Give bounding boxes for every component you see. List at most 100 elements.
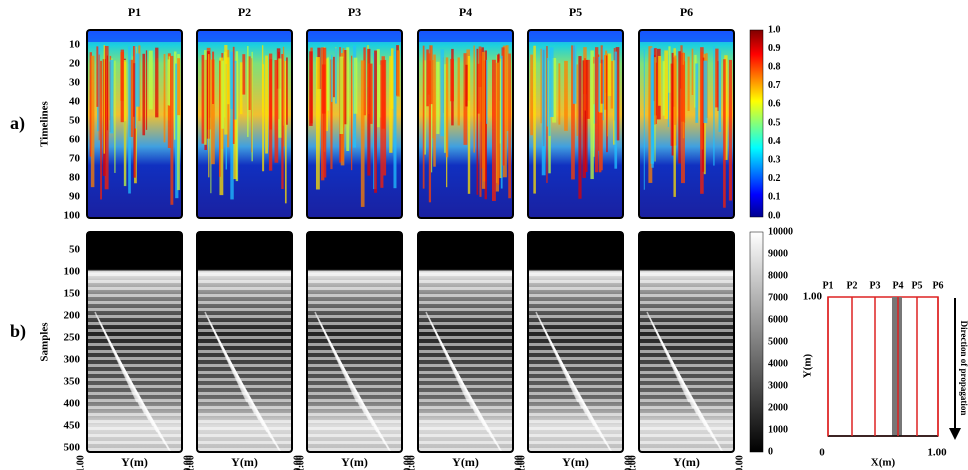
arrow-head [949, 428, 961, 440]
heatmap-streak [233, 63, 237, 180]
heatmap-top [307, 30, 402, 42]
x-axis-label: Y(m) [673, 455, 700, 469]
heatmap-streak [718, 50, 722, 133]
heatmap-streak [327, 57, 330, 111]
heatmap-streak [96, 46, 99, 107]
panel-frame [306, 29, 403, 219]
heatmap-streak [210, 59, 212, 194]
heatmap-streak [219, 60, 221, 177]
x-axis-label: Y(m) [341, 455, 368, 469]
heatmap-streak [715, 48, 719, 108]
heatmap-streak [247, 46, 249, 137]
y-tick-label: 200 [64, 310, 81, 322]
colorbar-tick-label: 7000 [768, 292, 788, 303]
heatmap-streak [230, 51, 234, 200]
heatmap-streak [330, 59, 333, 170]
heatmap-streak [261, 45, 264, 113]
x-axis-label: Y(m) [452, 455, 479, 469]
y-tick-label: 40 [69, 96, 81, 108]
heatmap-streak [598, 56, 601, 112]
heatmap-streak [445, 57, 449, 158]
heatmap-streak [268, 53, 273, 171]
heatmap-streak [643, 49, 645, 190]
heatmap-streak [713, 46, 715, 166]
colorbar-tick-label: 6000 [768, 314, 788, 325]
heatmap-streak [590, 50, 594, 180]
heatmap-streak [90, 55, 95, 188]
heatmap-streak [339, 56, 344, 135]
heatmap-streak [508, 53, 511, 199]
panel-frame [527, 231, 624, 453]
colorbar-tick-label: 0.2 [768, 173, 781, 184]
y-tick-label: 90 [69, 191, 81, 203]
y-tick-label: 150 [64, 288, 81, 300]
heatmap-streak [668, 46, 671, 93]
heatmap-streak [606, 55, 608, 153]
panel-frame [417, 29, 514, 219]
heatmap-streak [226, 57, 230, 105]
x-axis-label: Y(m) [231, 455, 258, 469]
profile-label: P5 [911, 280, 922, 291]
heatmap-streak [502, 45, 507, 178]
heatmap-streak [431, 45, 433, 173]
heatmap-streak [265, 55, 268, 154]
heatmap-streak [444, 64, 446, 153]
heatmap-streak [201, 54, 205, 144]
colorbar-tick-label: 0.8 [768, 61, 781, 72]
heatmap-streak [224, 45, 228, 135]
heatmap-streak [433, 54, 436, 167]
x-left-label: 1.00 [295, 455, 306, 470]
y-tick-label: 50 [69, 115, 81, 127]
heatmap-streak [163, 54, 166, 143]
panel-title: P5 [569, 5, 582, 19]
heatmap-streak [700, 52, 704, 150]
schematic-x-right: 1.00 [927, 447, 947, 459]
panel-frame [196, 231, 293, 453]
heatmap-streak [450, 58, 454, 102]
heatmap-streak [278, 58, 282, 138]
heatmap-streak [610, 61, 614, 109]
heatmap-streak [615, 47, 620, 141]
panel-frame [638, 231, 735, 453]
y-tick-label: 250 [64, 332, 81, 344]
heatmap-streak [724, 55, 728, 160]
heatmap-streak [129, 59, 133, 137]
heatmap-streak [429, 45, 433, 105]
heatmap-streak [546, 57, 549, 127]
heatmap-streak [175, 63, 179, 199]
heatmap-streak [586, 59, 590, 119]
heatmap-streak [393, 51, 397, 189]
heatmap-streak [170, 55, 174, 205]
heatmap-streak [353, 57, 358, 114]
heatmap-streak [467, 55, 471, 194]
heatmap-streak [687, 56, 690, 112]
heatmap-streak [492, 59, 496, 201]
heatmap-streak [598, 64, 602, 173]
heatmap-streak [662, 61, 665, 116]
heatmap-streak [484, 50, 487, 200]
x-right-label: 0.00 [292, 455, 303, 470]
heatmap-streak [321, 64, 326, 114]
y-tick-label: 70 [69, 153, 81, 165]
colorbar-tick-label: 0.9 [768, 43, 781, 54]
heatmap-streak [500, 55, 503, 189]
heatmap-streak [549, 47, 554, 118]
heatmap-streak [97, 45, 101, 132]
y-tick-label: 20 [69, 58, 81, 70]
panel-frame [417, 231, 514, 453]
y-tick-label: 350 [64, 376, 81, 388]
heatmap-streak [103, 45, 105, 154]
y-axis-label: Timelines [39, 100, 51, 146]
heatmap-streak [368, 63, 370, 115]
heatmap-streak [658, 55, 662, 106]
x-right-label: 0.00 [182, 455, 193, 470]
panel-title: P6 [680, 5, 693, 19]
heatmap-streak [383, 59, 387, 176]
x-axis-label: Y(m) [121, 455, 148, 469]
heatmap-streak [436, 61, 440, 134]
heatmap-streak [424, 60, 426, 155]
heatmap-streak [540, 48, 542, 124]
x-right-label: 0.00 [623, 455, 634, 470]
heatmap-streak [600, 59, 604, 104]
